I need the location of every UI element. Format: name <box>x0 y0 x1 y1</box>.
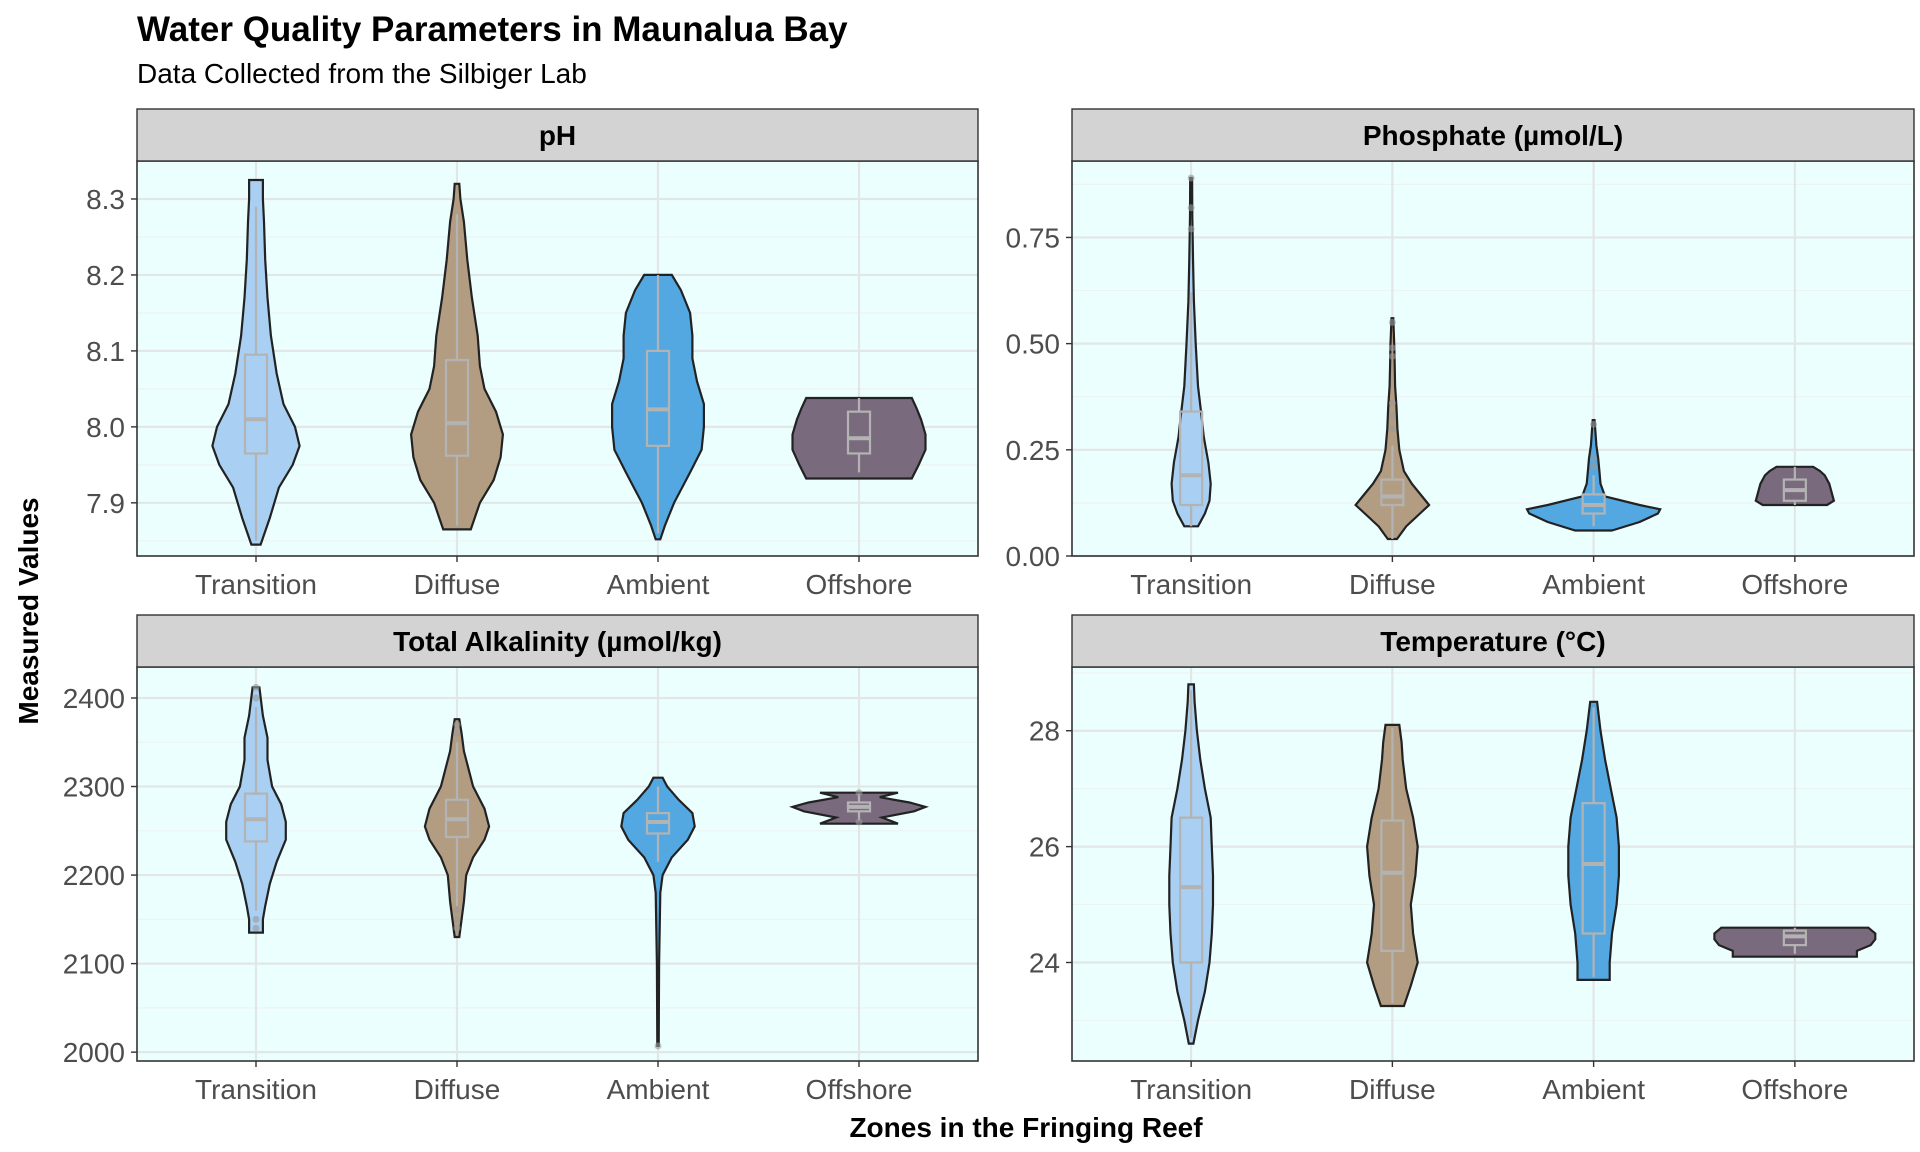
y-tick-label: 0.50 <box>1006 329 1061 360</box>
boxplot-box <box>1380 478 1405 507</box>
y-tick-label: 24 <box>1029 948 1060 979</box>
outlier-point <box>1187 174 1195 182</box>
y-tick-label: 8.3 <box>86 184 125 215</box>
x-tick-label: Diffuse <box>414 1074 501 1105</box>
violin-transition <box>211 178 301 546</box>
violin-ambient <box>1567 700 1620 981</box>
outlier-point <box>453 906 461 914</box>
x-tick-label: Diffuse <box>414 569 501 600</box>
facet-strip-label: Phosphate (µmol/L) <box>1363 120 1623 151</box>
y-tick-label: 2400 <box>63 683 125 714</box>
x-tick-label: Transition <box>1130 1074 1252 1105</box>
x-tick-label: Offshore <box>1741 569 1848 600</box>
violin-offshore <box>1713 926 1877 958</box>
chart-subtitle: Data Collected from the Silbiger Lab <box>137 58 587 89</box>
facet-strip <box>1071 108 1915 162</box>
outlier-point <box>1590 420 1598 428</box>
y-tick-label: 26 <box>1029 832 1060 863</box>
y-tick-label: 2200 <box>63 860 125 891</box>
outlier-point <box>252 683 260 691</box>
facet-panel-1: Phosphate (µmol/L) 0.00 0.25 0.50 0.75 Transi… <box>1006 108 1915 600</box>
outlier-point <box>1388 318 1396 326</box>
y-axis-title: Measured Values <box>13 497 44 724</box>
boxplot-box <box>846 410 872 455</box>
x-tick-label: Transition <box>195 1074 317 1105</box>
facet-strip-label: pH <box>539 120 576 151</box>
x-tick-label: Diffuse <box>1349 1074 1436 1105</box>
boxplot-box <box>444 358 470 457</box>
outlier-point <box>252 915 260 923</box>
x-tick-label: Offshore <box>806 1074 913 1105</box>
chart-title: Water Quality Parameters in Maunalua Bay <box>137 10 848 49</box>
violin-diffuse <box>1365 723 1419 1008</box>
y-tick-label: 2100 <box>63 949 125 980</box>
facet-strip-label: Total Alkalinity (µmol/kg) <box>393 626 722 657</box>
facet-panel-2: Total Alkalinity (µmol/kg) 2000 2100 2200 23… <box>63 614 979 1105</box>
outlier-point <box>252 924 260 932</box>
boxplot-box <box>645 349 671 447</box>
y-tick-label: 2300 <box>63 772 125 803</box>
x-tick-label: Ambient <box>1542 1074 1645 1105</box>
y-tick-label: 7.9 <box>86 488 125 519</box>
y-tick-label: 28 <box>1029 716 1060 747</box>
outlier-point <box>453 924 461 932</box>
outlier-point <box>654 1042 662 1050</box>
outlier-point <box>1388 344 1396 352</box>
y-tick-label: 0.75 <box>1006 222 1061 253</box>
x-tick-label: Offshore <box>806 569 913 600</box>
x-tick-label: Diffuse <box>1349 569 1436 600</box>
facet-strip <box>1071 614 1915 668</box>
outlier-point <box>855 818 863 826</box>
x-axis-title: Zones in the Fringing Reef <box>849 1112 1203 1143</box>
facet-strip <box>136 614 979 668</box>
x-tick-label: Ambient <box>607 1074 710 1105</box>
y-tick-label: 2000 <box>63 1037 125 1068</box>
outlier-point <box>1388 412 1396 420</box>
boxplot-box <box>243 353 269 455</box>
y-tick-label: 8.2 <box>86 260 125 291</box>
x-tick-label: Ambient <box>1542 569 1645 600</box>
boxplot-box <box>1179 410 1204 507</box>
x-tick-label: Ambient <box>607 569 710 600</box>
outlier-point <box>453 721 461 729</box>
violin-ambient <box>1525 419 1662 532</box>
panel-background <box>137 667 978 1061</box>
outlier-point <box>252 694 260 702</box>
outlier-point <box>1187 204 1195 212</box>
violin-ambient <box>620 776 696 1047</box>
facet-strip-label: Temperature (°C) <box>1380 626 1605 657</box>
outlier-point <box>1388 425 1396 433</box>
violin-diffuse <box>423 718 491 939</box>
outlier-point <box>1187 225 1195 233</box>
outlier-point <box>1590 454 1598 462</box>
boxplot-box <box>1581 802 1606 935</box>
x-tick-label: Transition <box>1130 569 1252 600</box>
facet-panel-0: pH 7.9 8.0 8.1 8.2 8.3 Transition Diffuse Ambien… <box>86 108 979 600</box>
outlier-point <box>1590 463 1598 471</box>
outlier-point <box>1388 352 1396 360</box>
violin-ambient <box>611 273 705 541</box>
outlier-point <box>1388 399 1396 407</box>
facet-panel-3: Temperature (°C) 24 26 28 Transition Diffuse A… <box>1029 614 1915 1105</box>
x-tick-label: Transition <box>195 569 317 600</box>
y-tick-label: 0.25 <box>1006 435 1061 466</box>
facet-strip <box>136 108 979 162</box>
outlier-point <box>453 729 461 737</box>
outlier-point <box>855 789 863 797</box>
boxplot-box <box>1179 816 1204 964</box>
violin-offshore <box>1754 465 1836 507</box>
y-tick-label: 8.1 <box>86 336 125 367</box>
y-tick-label: 0.00 <box>1006 541 1061 572</box>
x-tick-label: Offshore <box>1741 1074 1848 1105</box>
y-tick-label: 8.0 <box>86 412 125 443</box>
boxplot-box <box>1380 819 1405 953</box>
outlier-point <box>453 915 461 923</box>
